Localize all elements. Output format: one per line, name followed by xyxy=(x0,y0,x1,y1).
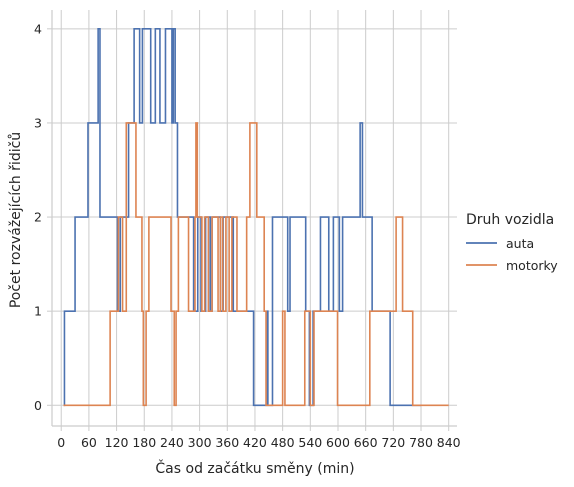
x-tick-label: 240 xyxy=(160,435,184,450)
x-axis-ticks: 0 60 120 180 240 300 360 420 480 540 600 660 720 780 8… xyxy=(57,426,461,450)
legend-title: Druh vozidla xyxy=(466,212,554,228)
y-tick-label: 1 xyxy=(34,304,42,319)
y-tick-label: 3 xyxy=(34,115,42,130)
legend-label-motorky: motorky xyxy=(506,258,558,273)
x-tick-label: 480 xyxy=(271,435,295,450)
x-tick-label: 540 xyxy=(298,435,322,450)
series-layer xyxy=(63,28,449,407)
x-tick-label: 300 xyxy=(188,435,212,450)
y-axis-label: Počet rozvážejících řidičů xyxy=(8,132,24,308)
x-tick-label: 360 xyxy=(215,435,239,450)
x-tick-label: 780 xyxy=(409,435,433,450)
legend-label-auta: auta xyxy=(506,236,534,251)
x-tick-label: 600 xyxy=(326,435,350,450)
y-tick-label: 4 xyxy=(34,21,42,36)
series-line-motorky xyxy=(63,122,449,407)
y-axis-ticks: 0 1 2 3 4 xyxy=(34,21,52,413)
x-tick-label: 660 xyxy=(354,435,378,450)
x-tick-label: 60 xyxy=(81,435,97,450)
legend: Druh vozidla auta motorky xyxy=(466,212,558,273)
x-tick-label: 420 xyxy=(243,435,267,450)
y-tick-label: 0 xyxy=(34,398,42,413)
x-tick-label: 0 xyxy=(57,435,65,450)
x-axis-label: Čas od začátku směny (min) xyxy=(155,459,354,477)
y-tick-label: 2 xyxy=(34,210,42,225)
x-tick-label: 120 xyxy=(105,435,129,450)
x-tick-label: 840 xyxy=(437,435,461,450)
grid xyxy=(52,10,457,426)
x-tick-label: 180 xyxy=(132,435,156,450)
x-tick-label: 720 xyxy=(381,435,405,450)
